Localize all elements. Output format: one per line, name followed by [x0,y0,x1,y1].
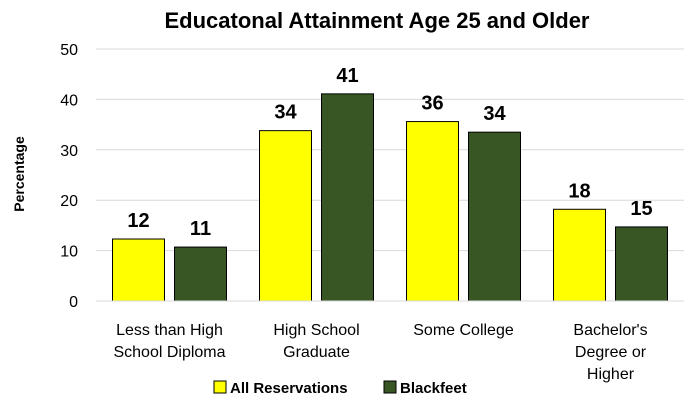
legend: All Reservations Blackfeet [213,380,467,397]
bar-blackfeet [174,246,227,302]
chart-title: Educatonal Attainment Age 25 and Older [165,8,590,33]
category-label: Bachelor's Degree or Higher [573,322,647,383]
category-label-line: Less than High [116,322,223,339]
bar-all-reservations [406,121,459,302]
category-label-line: High School [273,322,359,339]
data-label: 18 [568,180,590,202]
data-label: 12 [127,210,149,232]
legend-label: Blackfeet [400,380,467,397]
data-label: 34 [274,102,297,124]
bar-blackfeet [468,131,521,302]
bar-blackfeet [615,226,668,302]
category-label-line: Graduate [283,344,350,361]
y-tick-label: 20 [60,193,78,210]
category-label-line: Higher [587,366,635,383]
data-labels: 12 11 34 41 36 34 18 15 [127,65,652,240]
y-axis-label: Percentage [11,136,27,212]
legend-label: All Reservations [230,380,348,397]
y-tick-label: 30 [60,143,78,160]
data-label: 41 [336,65,358,87]
category-label: Some College [413,322,514,339]
data-label: 34 [483,103,506,125]
y-axis-ticks: 0 10 20 30 40 50 [60,42,78,311]
bar-all-reservations [112,238,165,302]
y-tick-label: 50 [60,42,78,59]
legend-swatch [213,380,227,394]
category-label-line: Some College [413,322,514,339]
data-label: 36 [421,93,443,115]
data-label: 11 [190,218,211,240]
bar-blackfeet [321,93,374,302]
bar-all-reservations [553,208,606,302]
bar-all-reservations [259,130,312,302]
category-label: Less than High School Diploma [113,322,225,361]
legend-swatch [383,380,397,394]
category-labels: Less than High School Diploma High School G… [113,322,647,383]
y-tick-label: 0 [69,294,78,311]
category-label: High School Graduate [273,322,359,361]
y-tick-label: 10 [60,244,78,261]
y-tick-label: 40 [60,92,78,109]
data-label: 15 [630,198,652,220]
category-label-line: School Diploma [113,344,225,361]
category-label-line: Degree or [575,344,647,361]
bars [112,93,668,302]
category-label-line: Bachelor's [573,322,647,339]
